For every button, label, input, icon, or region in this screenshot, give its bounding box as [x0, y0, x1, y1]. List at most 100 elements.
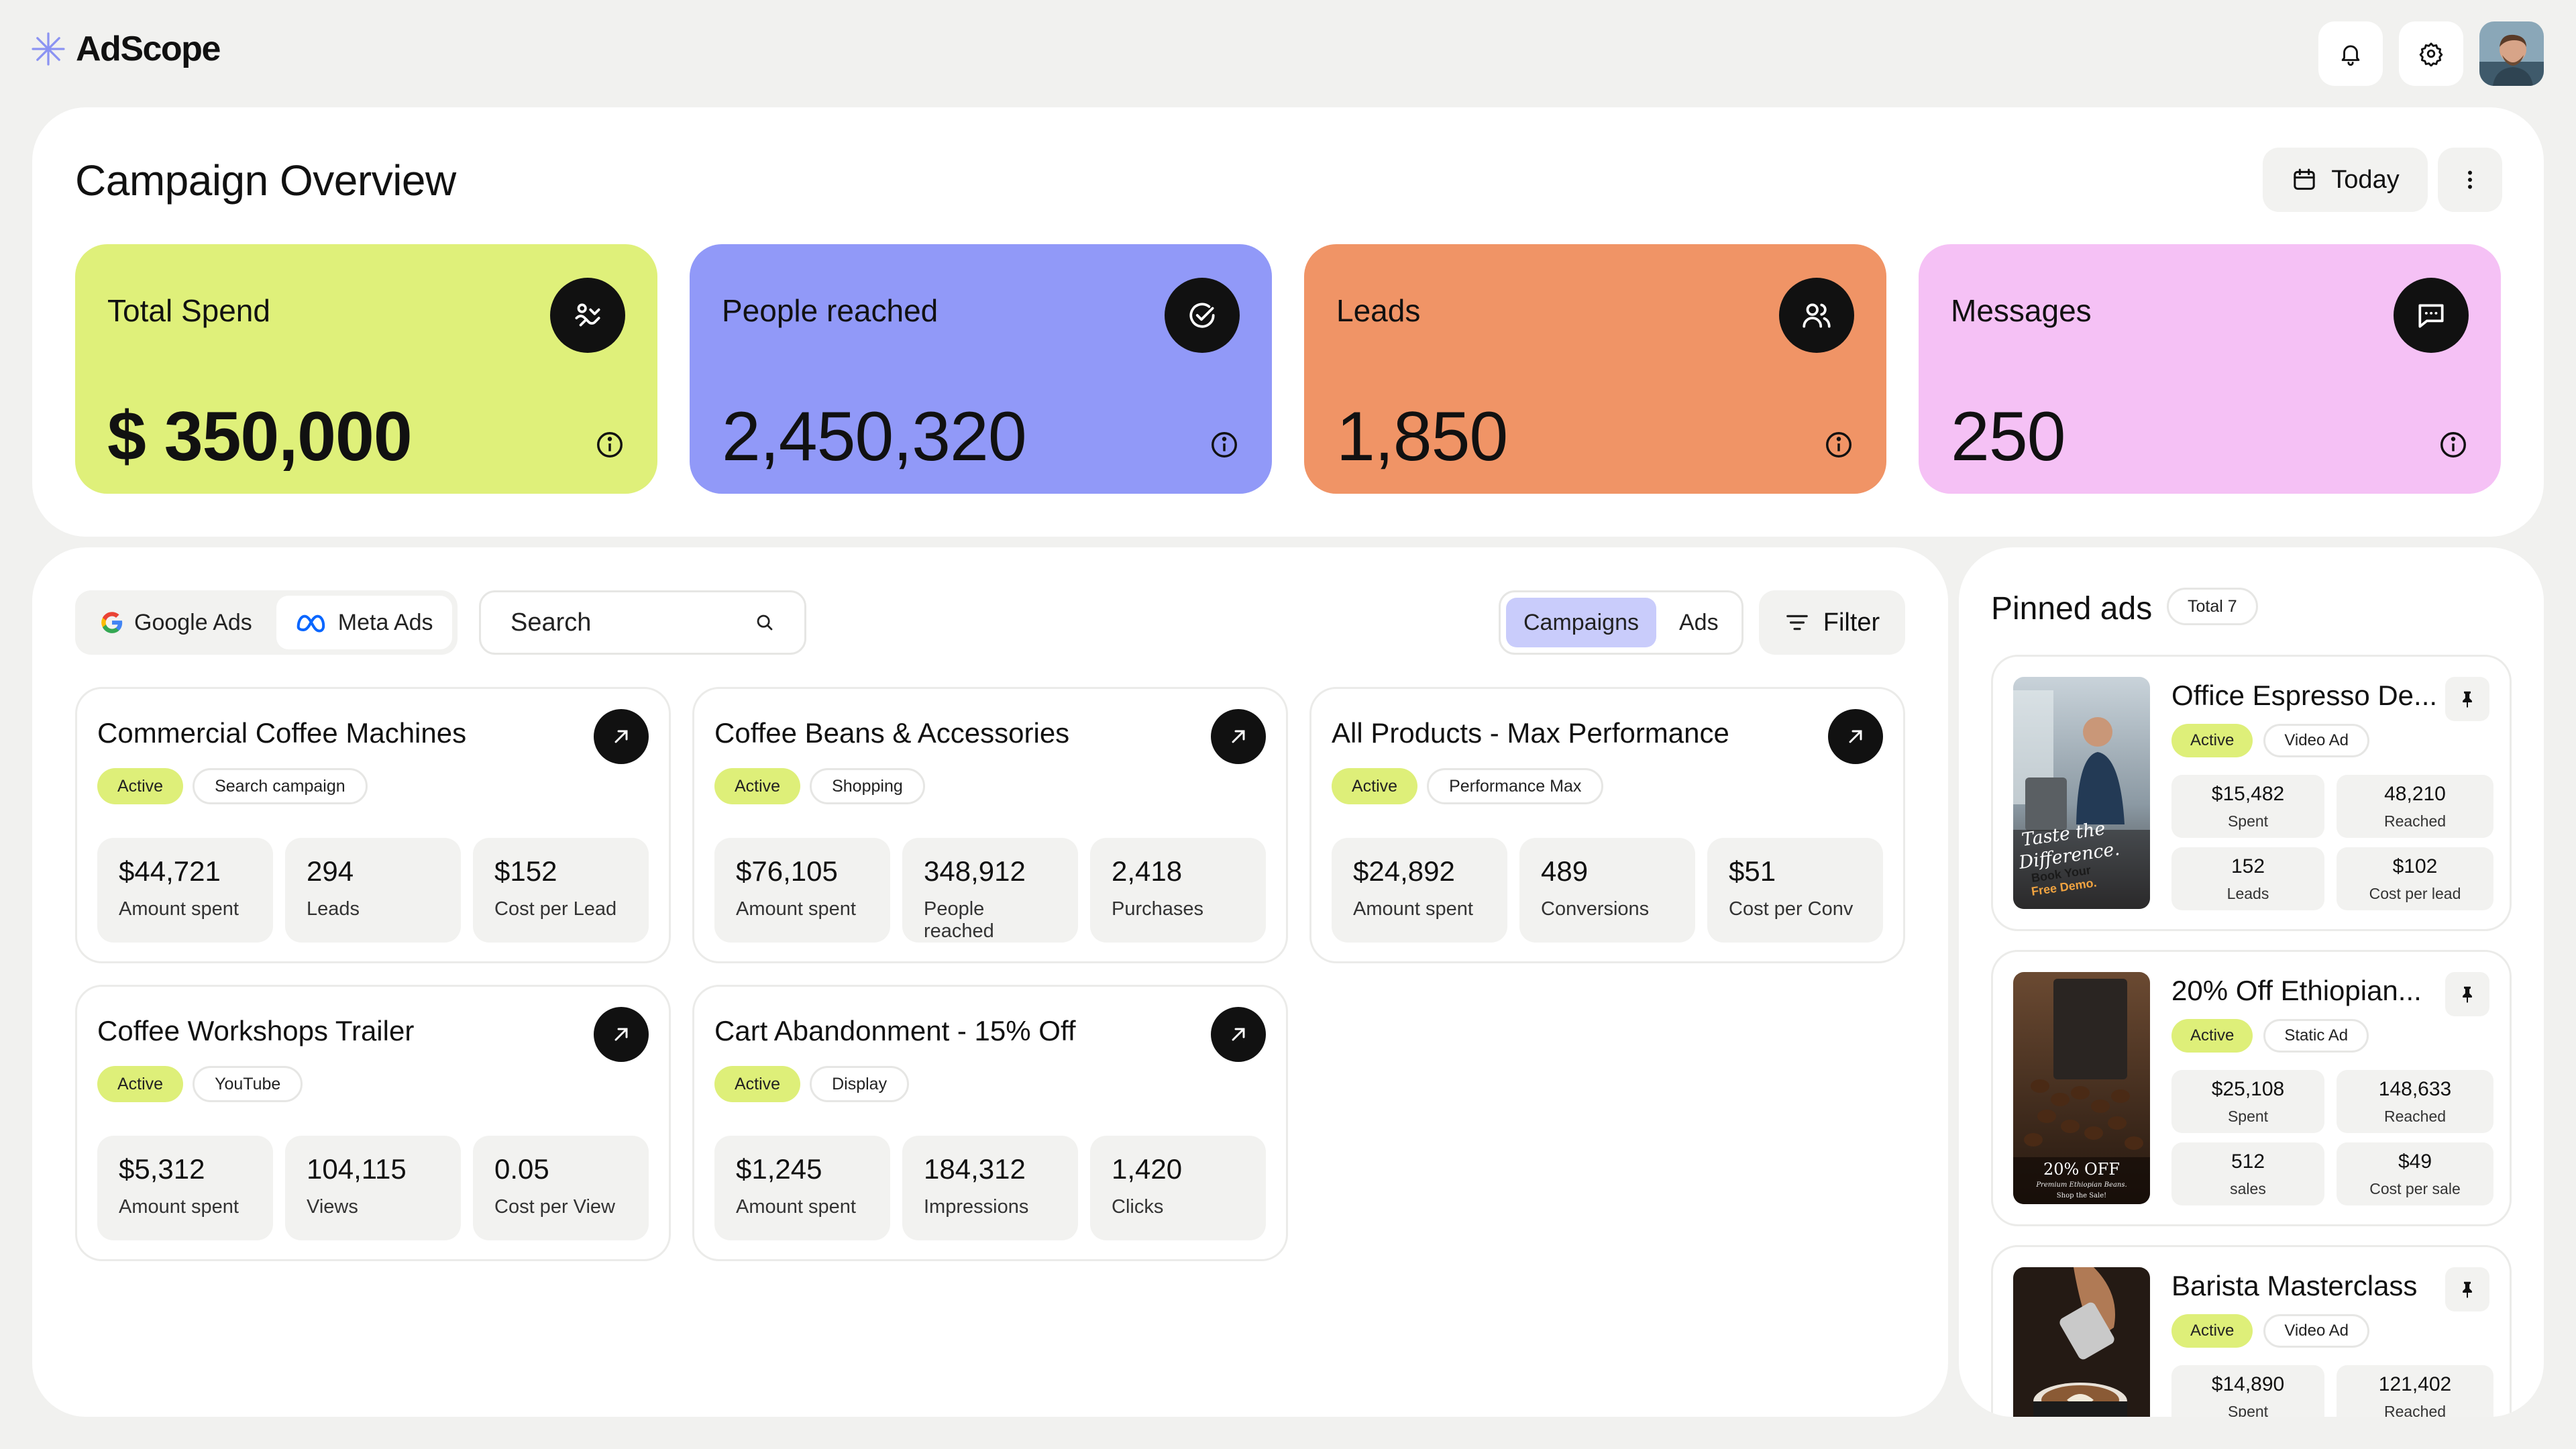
- campaign-card[interactable]: Cart Abandonment - 15% Off Active Displa…: [692, 985, 1288, 1261]
- metric-box: $24,892 Amount spent: [1332, 838, 1507, 943]
- info-icon[interactable]: [1823, 429, 1854, 460]
- info-icon[interactable]: [1209, 429, 1240, 460]
- campaign-card[interactable]: Commercial Coffee Machines Active Search…: [75, 687, 671, 963]
- status-badge: Active: [2171, 1019, 2253, 1053]
- unpin-button[interactable]: [2445, 1267, 2489, 1311]
- stat-card-people-reached[interactable]: People reached 2,450,320: [690, 244, 1272, 494]
- user-avatar[interactable]: [2479, 21, 2544, 86]
- platform-google-ads[interactable]: Google Ads: [80, 596, 271, 649]
- campaign-card[interactable]: Coffee Workshops Trailer Active YouTube …: [75, 985, 671, 1261]
- ad-overlay-text: 20% OFF: [2043, 1160, 2120, 1179]
- campaign-title: All Products - Max Performance: [1332, 717, 1729, 749]
- metric-box: $44,721 Amount spent: [97, 838, 273, 943]
- status-badge: Active: [714, 768, 801, 804]
- campaign-overview-panel: Campaign Overview Today Total Spend $ 35…: [32, 107, 2544, 537]
- open-campaign-button[interactable]: [1828, 709, 1883, 764]
- filter-icon: [1786, 614, 1808, 631]
- app-logo[interactable]: AdScope: [30, 29, 221, 69]
- campaign-card[interactable]: Coffee Beans & Accessories Active Shoppi…: [692, 687, 1288, 963]
- metric-label: Amount spent: [736, 898, 856, 920]
- handshake-icon: [575, 303, 600, 327]
- metric-label: Cost per Lead: [494, 898, 617, 920]
- tab-ads[interactable]: Ads: [1678, 609, 1719, 635]
- pin-icon: [2463, 691, 2472, 708]
- open-campaign-button[interactable]: [594, 1007, 649, 1062]
- metric-box: 2,418 Purchases: [1090, 838, 1266, 943]
- stat-value: 2,450,320: [722, 398, 1027, 476]
- metric-label: Cost per View: [494, 1196, 615, 1218]
- stat-title: Leads: [1336, 293, 1421, 328]
- app-name: AdScope: [76, 30, 221, 68]
- metric-value: 152: [2231, 855, 2265, 877]
- date-range-button[interactable]: Today: [2263, 148, 2428, 212]
- filter-button[interactable]: Filter: [1759, 590, 1905, 655]
- metric-label: People reached: [924, 898, 994, 942]
- metric-value: 1,420: [1112, 1153, 1183, 1185]
- stat-value: 250: [1951, 398, 2066, 476]
- metric-label: Leads: [2226, 884, 2269, 902]
- more-vertical-icon: [2468, 170, 2472, 189]
- meta-icon: [297, 614, 325, 633]
- settings-button[interactable]: [2399, 21, 2463, 86]
- notifications-button[interactable]: [2318, 21, 2383, 86]
- stat-card-leads[interactable]: Leads 1,850: [1304, 244, 1886, 494]
- open-campaign-button[interactable]: [594, 709, 649, 764]
- metric-box: $15,482 Spent: [2171, 775, 2324, 838]
- tab-campaigns[interactable]: Campaigns: [1506, 598, 1656, 647]
- ad-thumbnail[interactable]: Taste the Difference. Book Your Free Dem…: [2013, 677, 2150, 909]
- metric-value: 48,210: [2384, 782, 2446, 805]
- status-badge: Active: [714, 1066, 801, 1102]
- pinned-ad-card[interactable]: Taste the Difference. Book Your Free Dem…: [1991, 655, 2512, 931]
- metric-box: 148,633 Reached: [2337, 1070, 2493, 1133]
- campaign-title: Commercial Coffee Machines: [97, 717, 467, 749]
- stat-value: $ 350,000: [107, 398, 413, 476]
- search-input[interactable]: Search: [479, 590, 806, 655]
- ad-title: Barista Masterclass: [2171, 1270, 2418, 1301]
- metric-label: sales: [2230, 1179, 2266, 1197]
- arrow-up-right-icon: [1232, 730, 1245, 743]
- metric-value: $24,892: [1353, 855, 1455, 887]
- campaign-type-badge: Performance Max: [1427, 768, 1604, 804]
- campaign-title: Cart Abandonment - 15% Off: [714, 1015, 1076, 1046]
- metric-box: $5,312 Amount spent: [97, 1136, 273, 1240]
- campaign-type-badge: Search campaign: [193, 768, 368, 804]
- metric-box: 152 Leads: [2171, 847, 2324, 910]
- metric-value: $49: [2398, 1150, 2432, 1173]
- unpin-button[interactable]: [2445, 972, 2489, 1016]
- metric-value: 2,418: [1112, 855, 1183, 887]
- pinned-ad-card[interactable]: 20% OFF Premium Ethiopian Beans. Shop th…: [1991, 950, 2512, 1226]
- campaign-card[interactable]: All Products - Max Performance Active Pe…: [1309, 687, 1905, 963]
- campaigns-panel: Google Ads Meta Ads Search Campaigns Ads…: [32, 547, 1948, 1417]
- stat-icon-button[interactable]: [1165, 278, 1240, 353]
- stat-icon-button[interactable]: [550, 278, 625, 353]
- ad-thumbnail[interactable]: 20% OFF Premium Ethiopian Beans. Shop th…: [2013, 972, 2150, 1204]
- info-icon[interactable]: [594, 429, 625, 460]
- stat-icon-button[interactable]: [2394, 278, 2469, 353]
- campaign-type-badge: YouTube: [193, 1066, 303, 1102]
- metric-box: 489 Conversions: [1519, 838, 1695, 943]
- metric-label: Cost per Conv: [1729, 898, 1854, 920]
- stat-icon-button[interactable]: [1779, 278, 1854, 353]
- open-campaign-button[interactable]: [1211, 709, 1266, 764]
- more-options-button[interactable]: [2438, 148, 2502, 212]
- campaign-title: Coffee Workshops Trailer: [97, 1015, 415, 1046]
- stat-card-total-spend[interactable]: Total Spend $ 350,000: [75, 244, 657, 494]
- pinned-ad-card[interactable]: Barista Masterclass Active Video Ad $14,…: [1991, 1245, 2512, 1417]
- metric-box: $49 Cost per sale: [2337, 1142, 2493, 1205]
- open-campaign-button[interactable]: [1211, 1007, 1266, 1062]
- metric-value: $25,108: [2211, 1077, 2285, 1100]
- metric-value: $15,482: [2211, 782, 2285, 805]
- info-icon[interactable]: [2438, 429, 2469, 460]
- platform-meta-ads[interactable]: Meta Ads: [276, 596, 452, 649]
- metric-value: $44,721: [119, 855, 221, 887]
- metric-box: 104,115 Views: [285, 1136, 461, 1240]
- metric-box: 184,312 Impressions: [902, 1136, 1078, 1240]
- campaign-type-badge: Shopping: [810, 768, 925, 804]
- metric-value: $76,105: [736, 855, 838, 887]
- unpin-button[interactable]: [2445, 677, 2489, 721]
- metric-label: Clicks: [1112, 1196, 1164, 1218]
- stat-card-messages[interactable]: Messages 250: [1919, 244, 2501, 494]
- metric-box: 294 Leads: [285, 838, 461, 943]
- ad-thumbnail[interactable]: [2013, 1267, 2150, 1417]
- metric-value: 0.05: [494, 1153, 549, 1185]
